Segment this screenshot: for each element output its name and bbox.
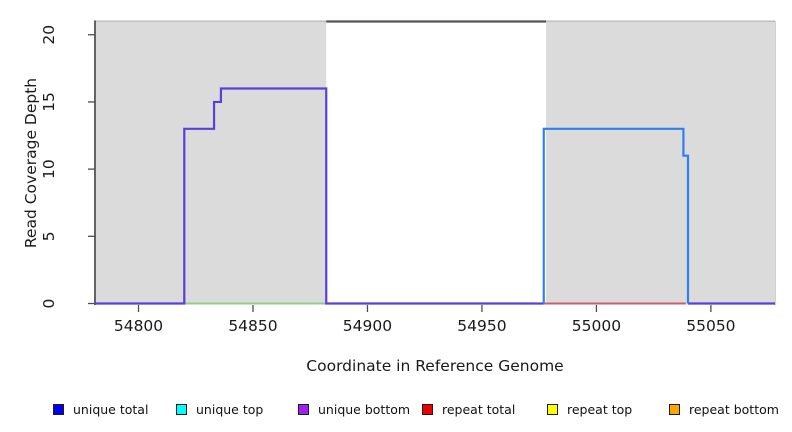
legend-item-unique-bottom: unique bottom bbox=[298, 399, 410, 419]
y-tick-label: 0 bbox=[40, 299, 58, 309]
unique-coverage-right-blue-line bbox=[542, 127, 690, 304]
y-tick-label: 5 bbox=[40, 231, 58, 241]
y-tick-label: 20 bbox=[40, 25, 58, 45]
legend-label: unique top bbox=[196, 401, 264, 417]
x-tick-label: 54850 bbox=[228, 317, 277, 335]
legend-swatch-repeat-top bbox=[547, 403, 558, 415]
unique-alignment-region-right bbox=[546, 22, 775, 305]
x-tick-label: 54950 bbox=[457, 317, 506, 335]
y-tick-label: 10 bbox=[40, 159, 58, 179]
unique-alignment-region-left bbox=[96, 22, 327, 305]
legend-item-repeat-top: repeat top bbox=[547, 399, 632, 419]
unique-coverage-left-purple-line bbox=[95, 87, 544, 305]
coverage-chart: 54800 54850 54900 54950 55000 55050 0 5 10 15 20 bbox=[40, 20, 776, 335]
x-axis-title: Coordinate in Reference Genome bbox=[306, 357, 564, 375]
x-tick-label: 54900 bbox=[343, 317, 392, 335]
legend-swatch-unique-bottom bbox=[298, 403, 309, 415]
legend-item-unique-top: unique top bbox=[176, 399, 263, 419]
legend-item-repeat-total: repeat total bbox=[422, 399, 515, 419]
x-tick-label: 55000 bbox=[572, 317, 621, 335]
x-tick-label: 55050 bbox=[686, 317, 735, 335]
legend-swatch-unique-total bbox=[53, 403, 64, 415]
legend-swatch-repeat-total bbox=[422, 403, 433, 415]
legend-label: repeat top bbox=[567, 401, 633, 417]
legend-label: repeat bottom bbox=[689, 401, 779, 417]
y-axis-title: Read Coverage Depth bbox=[22, 77, 40, 249]
legend: unique total unique top unique bottom repea… bbox=[0, 399, 792, 419]
y-tick-label: 15 bbox=[40, 92, 58, 112]
legend-item-repeat-bottom: repeat bottom bbox=[669, 399, 779, 419]
legend-swatch-repeat-bottom bbox=[669, 403, 680, 415]
legend-label: unique bottom bbox=[318, 401, 411, 417]
legend-label: unique total bbox=[73, 401, 149, 417]
legend-swatch-unique-top bbox=[176, 403, 187, 415]
x-tick-label: 54800 bbox=[114, 317, 163, 335]
legend-label: repeat total bbox=[442, 401, 516, 417]
legend-item-unique-total: unique total bbox=[53, 399, 148, 419]
